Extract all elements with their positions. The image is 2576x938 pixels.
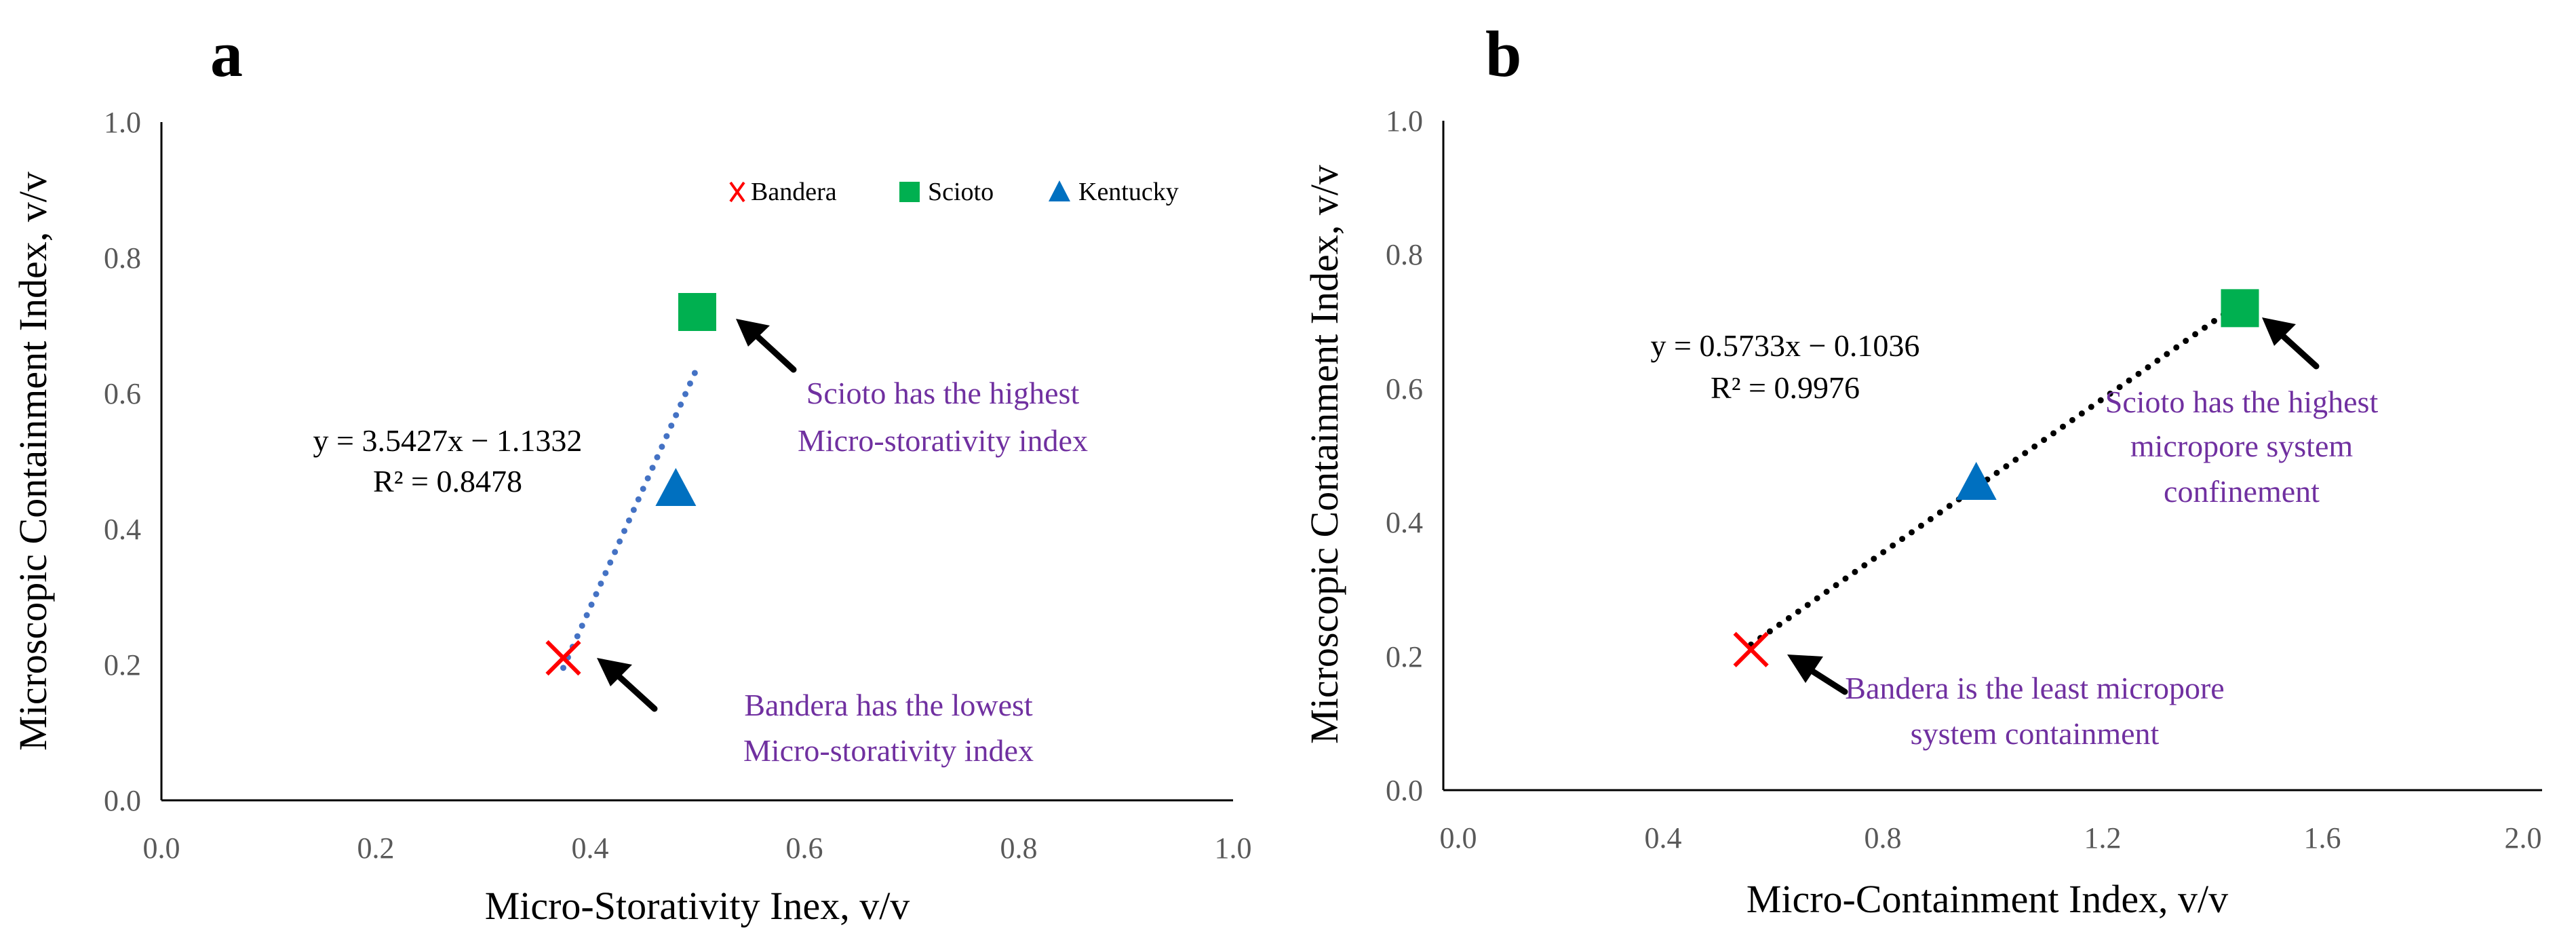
legend-marker-kentucky [1049,180,1070,201]
panel-b-trend-equation: y = 0.5733x − 0.1036 [1651,328,1920,363]
panel-b-x-tick-5: 2.0 [2505,821,2542,855]
panel-a-annotation-bandera-line-1: Bandera has the lowest [744,688,1033,722]
panel-a-trend-r2: R² = 0.8478 [373,464,522,499]
panel-b-x-axis-title: Micro-Containment Index, v/v [1746,877,2228,921]
panel-b-x-tick-0: 0.0 [1440,821,1477,855]
panel-b-x-tick-3: 1.2 [2084,821,2122,855]
panel-a-annotation-bandera-line-2: Micro-storativity index [743,733,1034,768]
legend-marker-bandera [729,181,745,203]
panel-b-y-tick-3: 0.6 [1386,372,1423,406]
panel-b-trend-r2: R² = 0.9976 [1711,370,1860,405]
panel-a-arrow-bandera [597,658,658,712]
panel-b-annotation-scioto-line-2: micropore system [2130,429,2354,463]
panel-b-point-scioto [2221,289,2259,328]
panel-b-annotation-bandera-line-1: Bandera is the least micropore [1845,671,2224,705]
panel-a: a 0.0 0.2 0.4 0.6 0.8 1.0 0.0 0.2 0.4 0.… [11,18,1252,928]
panel-b-x-tick-1: 0.4 [1645,821,1682,855]
panel-b-arrow-bandera [1787,654,1848,695]
panel-a-legend: Bandera Scioto Kentucky [729,178,1179,206]
panel-a-x-tick-5: 1.0 [1215,832,1252,865]
panel-a-x-axis-title: Micro-Storativity Inex, v/v [485,884,910,928]
panel-a-point-scioto [678,293,716,331]
panel-b-y-tick-0: 0.0 [1386,774,1423,807]
panel-a-point-kentucky [655,468,697,506]
panel-a-y-tick-4: 0.8 [104,241,141,275]
panel-a-annotation-scioto-line-2: Micro-storativity index [798,423,1088,458]
panel-b-point-bandera [1733,631,1769,667]
panel-a-x-tick-2: 0.4 [572,832,609,865]
legend-label-kentucky: Kentucky [1078,178,1179,206]
panel-a-y-tick-1: 0.2 [104,648,141,682]
panel-b-y-axis-title: Microscopic Containment Index, v/v [1302,165,1346,744]
panel-a-x-tick-3: 0.6 [786,832,823,865]
panel-b: b 0.0 0.2 0.4 0.6 0.8 1.0 0.0 0.4 0.8 1.… [1302,18,2542,921]
panel-b-x-tick-2: 0.8 [1865,821,1902,855]
panel-b-y-tick-5: 1.0 [1386,104,1423,138]
panel-b-arrow-scioto [2262,317,2320,370]
panel-b-y-tick-2: 0.4 [1386,506,1423,539]
panel-a-y-tick-0: 0.0 [104,784,141,817]
panel-a-x-tick-1: 0.2 [357,832,395,865]
panel-a-y-tick-5: 1.0 [104,106,141,139]
panel-a-trend-equation: y = 3.5427x − 1.1332 [313,423,583,458]
panel-b-annotation-scioto-line-3: confinement [2164,474,2320,509]
legend-label-scioto: Scioto [928,178,994,206]
panel-b-x-tick-4: 1.6 [2304,821,2341,855]
panel-a-trendline [560,364,701,671]
panel-a-annotation-scioto-line-1: Scioto has the highest [806,376,1080,410]
panel-a-y-tick-2: 0.4 [104,513,141,546]
panel-a-y-tick-3: 0.6 [104,377,141,410]
panel-b-annotation-scioto-line-1: Scioto has the highest [2105,385,2379,419]
panel-a-point-bandera [545,640,581,676]
legend-marker-scioto [899,182,920,202]
panel-a-y-axis-title: Microscopic Containment Index, v/v [11,172,55,751]
panel-b-point-kentucky [1955,461,1997,500]
panel-b-letter: b [1485,18,1521,90]
panel-b-annotation-bandera-line-2: system containment [1911,716,2160,751]
panel-b-trendline [1748,300,2243,648]
legend-label-bandera: Bandera [751,178,837,206]
panel-a-arrow-scioto [736,319,797,373]
panel-b-y-tick-4: 0.8 [1386,238,1423,271]
panel-a-x-tick-4: 0.8 [1000,832,1038,865]
panel-b-y-tick-1: 0.2 [1386,640,1423,673]
panel-a-x-tick-0: 0.0 [143,832,180,865]
panel-a-letter: a [210,18,243,90]
